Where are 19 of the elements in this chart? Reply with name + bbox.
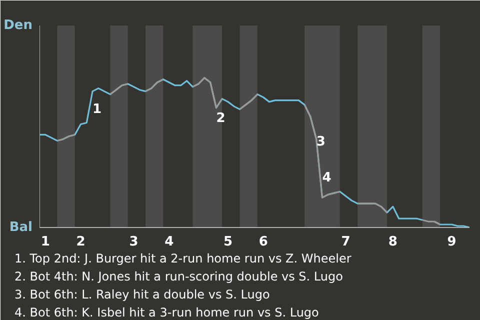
text: 4. Bot 6th: K. Isbel hit a 3-run home run vs S. Lugo (14, 306, 319, 320)
annotation: 1 (92, 102, 102, 117)
text: Bal (9, 220, 33, 235)
annotation: 3 (316, 134, 326, 150)
x-tick-label: 3 (129, 234, 138, 250)
annotation: 2 (216, 110, 226, 126)
text: 1. Top 2nd: J. Burger hit a 2-run home run vs Z. Wheeler (14, 252, 352, 266)
x-tick-label: 5 (223, 234, 233, 250)
annotation: 4 (322, 170, 332, 186)
text: 3. Bot 6th: L. Raley hit a double vs S. Lugo (14, 288, 270, 302)
x-tick-label: 4 (164, 234, 174, 250)
text: Den (4, 18, 33, 33)
x-tick-label: 1 (40, 234, 50, 250)
x-tick-label: 9 (447, 234, 456, 250)
x-tick-label: 6 (258, 234, 268, 250)
text: 2. Bot 4th: N. Jones hit a run-scoring double vs S. Lugo (14, 270, 343, 284)
x-tick-label: 2 (76, 234, 86, 250)
x-tick-label: 8 (388, 234, 398, 250)
x-tick-label: 7 (341, 234, 350, 250)
